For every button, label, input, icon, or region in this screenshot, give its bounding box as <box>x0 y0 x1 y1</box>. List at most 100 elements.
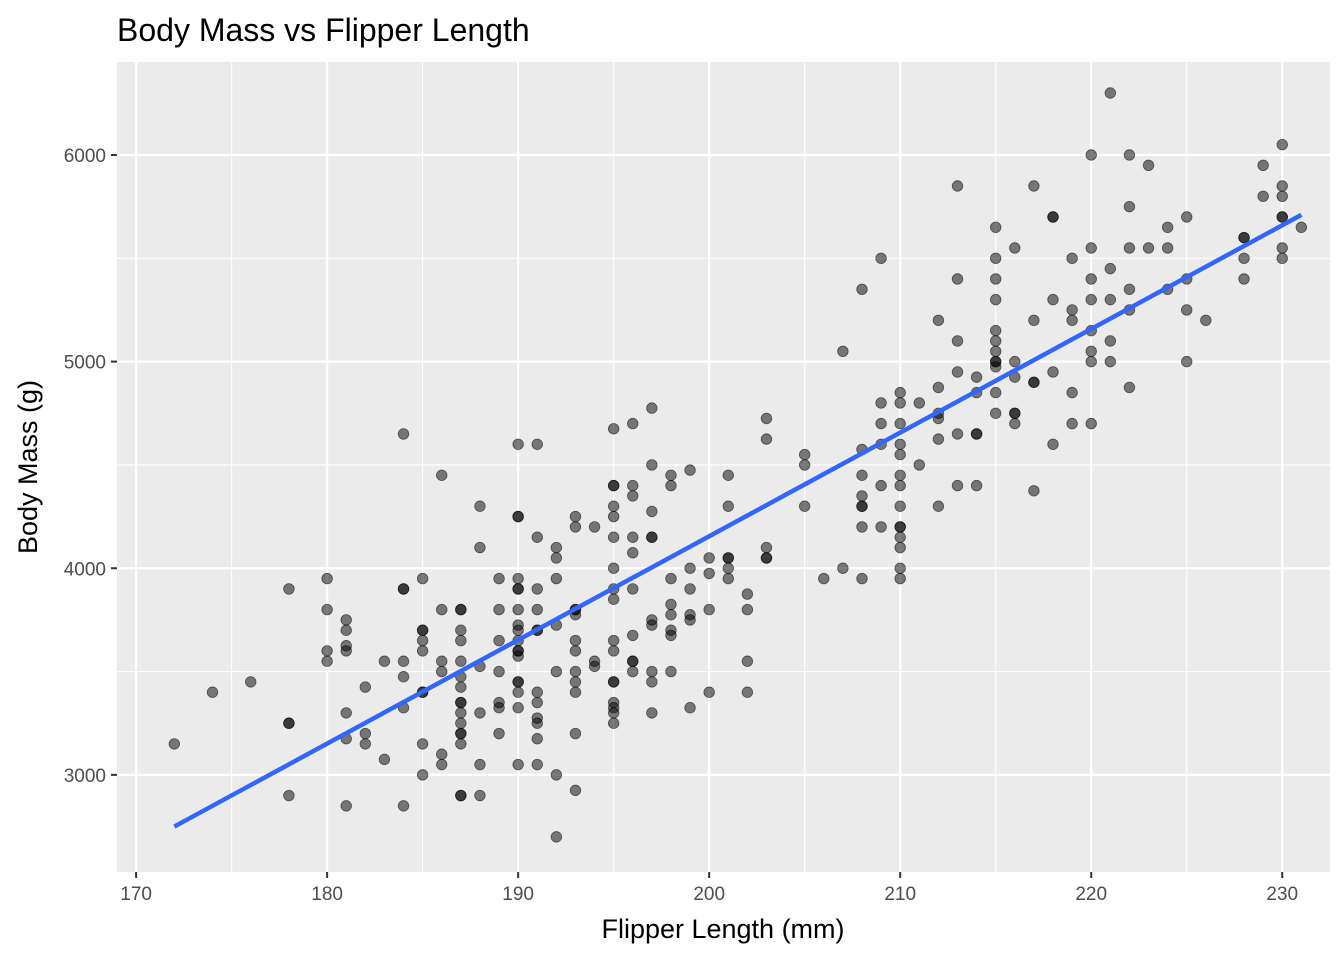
data-point <box>512 676 524 688</box>
data-point <box>493 665 505 678</box>
data-point <box>646 619 658 631</box>
data-point <box>798 500 811 512</box>
data-point <box>894 469 906 481</box>
data-point <box>1276 242 1288 254</box>
data-point <box>646 505 658 518</box>
data-point <box>493 603 505 616</box>
data-point <box>1085 417 1097 430</box>
x-tick-label: 210 <box>884 884 916 905</box>
data-point <box>894 541 906 554</box>
data-point <box>1066 314 1078 326</box>
data-point <box>1181 304 1193 316</box>
data-point <box>627 655 639 667</box>
data-point <box>875 479 887 492</box>
data-point <box>894 448 906 461</box>
data-point <box>436 665 448 678</box>
data-point <box>321 572 333 585</box>
data-point <box>493 727 505 740</box>
data-point <box>531 531 543 543</box>
data-point <box>1161 242 1174 254</box>
data-point <box>359 681 372 693</box>
data-point <box>1161 221 1174 234</box>
x-tick-label: 190 <box>502 884 534 905</box>
data-point <box>569 645 582 657</box>
x-tick-label: 200 <box>693 884 725 905</box>
data-point <box>1047 211 1059 223</box>
data-point <box>1066 417 1078 430</box>
data-point <box>378 753 391 766</box>
data-point <box>646 531 658 543</box>
data-point <box>1009 407 1021 419</box>
data-point <box>1104 355 1117 368</box>
data-point <box>627 417 639 430</box>
data-point <box>416 624 429 636</box>
data-point <box>1066 386 1078 399</box>
data-point <box>474 500 486 512</box>
data-point <box>416 572 429 585</box>
data-point <box>283 789 295 802</box>
data-point <box>569 510 582 523</box>
y-axis-ticks: 3000 4000 5000 6000 <box>64 146 117 787</box>
data-point <box>627 547 639 559</box>
data-point <box>875 252 887 265</box>
data-point <box>569 676 582 688</box>
data-point <box>913 459 925 471</box>
data-point <box>588 521 601 533</box>
data-point <box>760 552 773 564</box>
data-point <box>932 433 945 445</box>
data-point <box>1085 149 1097 161</box>
data-point <box>913 397 925 409</box>
data-point <box>550 831 563 843</box>
data-point <box>1123 200 1136 213</box>
data-point <box>932 381 945 394</box>
data-point <box>990 221 1002 234</box>
data-point <box>646 707 658 719</box>
data-point <box>1200 314 1212 326</box>
data-point <box>1047 438 1059 450</box>
data-point <box>684 583 696 595</box>
data-point <box>531 733 543 745</box>
data-point <box>1238 273 1250 285</box>
data-point <box>455 655 467 667</box>
data-point <box>455 789 467 802</box>
data-point <box>990 273 1002 285</box>
data-point <box>550 541 563 554</box>
data-point <box>894 417 906 430</box>
x-tick-label: 220 <box>1075 884 1107 905</box>
data-point <box>1085 242 1097 254</box>
data-point <box>798 448 811 461</box>
y-axis-title: Body Mass (g) <box>13 380 43 554</box>
data-point <box>531 717 543 729</box>
data-point <box>1295 221 1308 234</box>
data-point <box>1104 293 1117 306</box>
data-point <box>168 738 181 750</box>
data-point <box>1009 355 1021 368</box>
data-point <box>1142 159 1155 172</box>
data-point <box>607 634 620 647</box>
data-point <box>283 583 295 595</box>
data-point <box>1257 159 1269 172</box>
data-point <box>646 459 658 471</box>
plot-panel <box>117 62 1330 872</box>
data-point <box>1276 138 1288 151</box>
data-point <box>722 572 734 585</box>
data-point <box>340 645 352 657</box>
data-point <box>455 727 467 740</box>
data-point <box>722 469 734 481</box>
data-point <box>607 593 620 605</box>
data-point <box>607 423 620 435</box>
data-point <box>531 696 543 709</box>
data-point <box>627 490 639 502</box>
data-point <box>665 609 677 621</box>
data-point <box>627 531 639 543</box>
data-point <box>856 283 868 295</box>
data-point <box>894 562 906 574</box>
data-point <box>894 521 906 533</box>
data-points <box>168 87 1308 843</box>
data-point <box>455 738 467 750</box>
data-point <box>990 345 1002 357</box>
data-point <box>493 702 505 714</box>
data-point <box>951 180 964 192</box>
data-point <box>856 500 868 512</box>
